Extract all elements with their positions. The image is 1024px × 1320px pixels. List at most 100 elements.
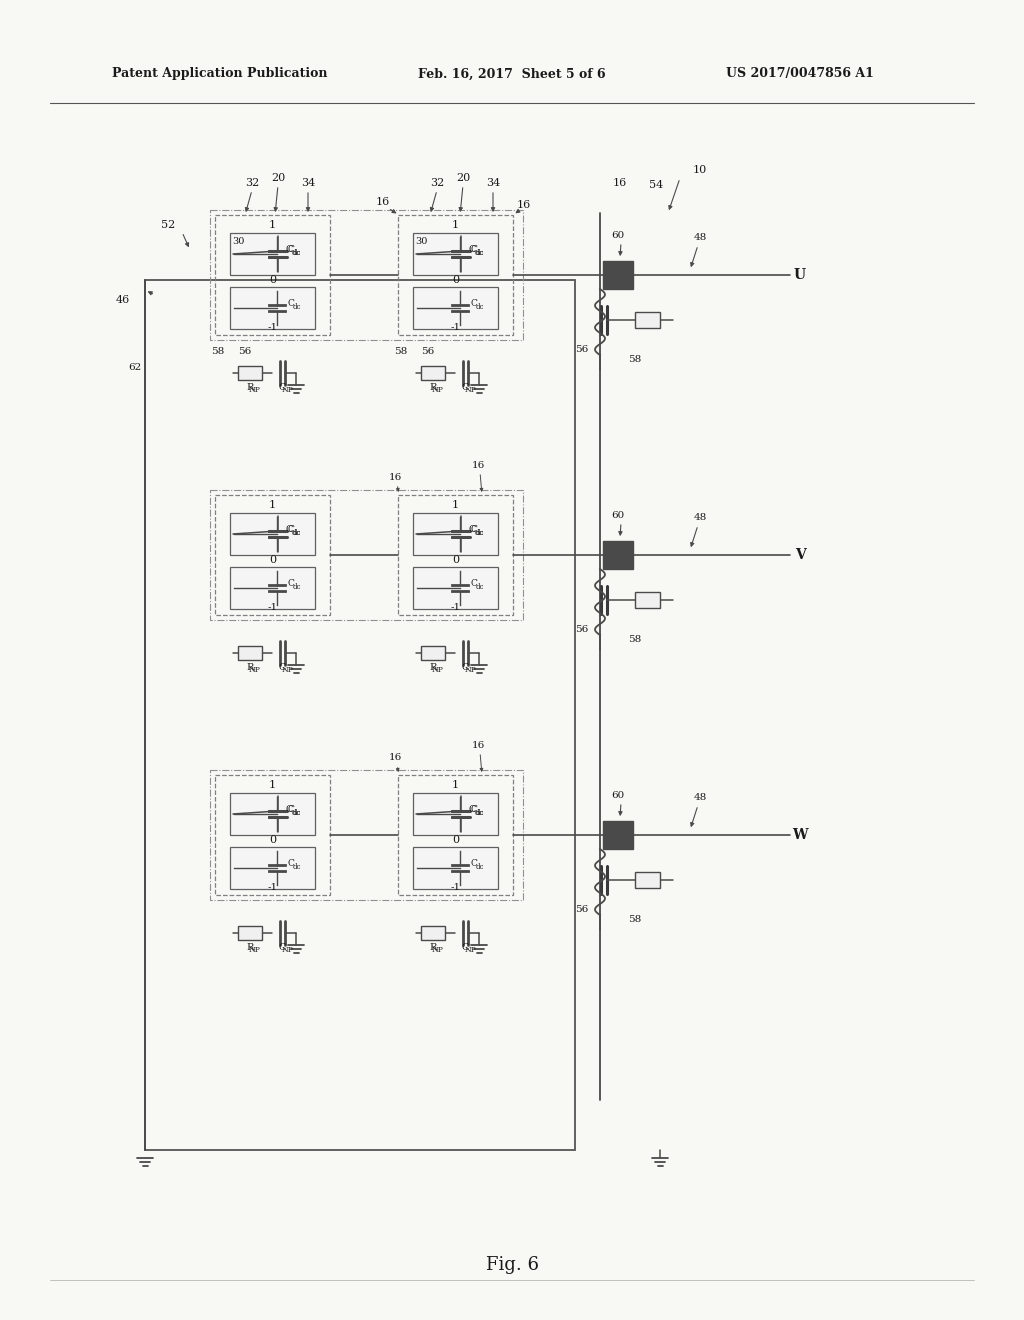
Text: R: R <box>429 663 436 672</box>
Text: 60: 60 <box>611 511 625 520</box>
Text: dc: dc <box>293 863 301 871</box>
Bar <box>413 286 498 329</box>
Text: NP: NP <box>249 946 261 954</box>
Text: 0: 0 <box>269 836 276 845</box>
Text: dc: dc <box>292 809 301 817</box>
Text: Feb. 16, 2017  Sheet 5 of 6: Feb. 16, 2017 Sheet 5 of 6 <box>418 67 606 81</box>
Text: NP: NP <box>249 385 261 393</box>
Text: -1: -1 <box>451 602 461 611</box>
Text: dc: dc <box>475 583 484 591</box>
Bar <box>230 234 315 275</box>
Text: 30: 30 <box>415 238 427 247</box>
Text: C: C <box>288 804 294 813</box>
Text: 56: 56 <box>575 626 589 635</box>
Bar <box>215 215 330 335</box>
Text: US 2017/0047856 A1: US 2017/0047856 A1 <box>726 67 873 81</box>
Text: U: U <box>794 268 806 282</box>
Bar <box>230 513 315 554</box>
Text: dc: dc <box>292 529 301 537</box>
Text: dc: dc <box>475 304 484 312</box>
Text: 48: 48 <box>693 792 707 801</box>
Text: dc: dc <box>475 863 484 871</box>
Bar <box>398 775 513 895</box>
Bar <box>421 927 445 940</box>
Text: NP: NP <box>432 385 444 393</box>
Text: 10: 10 <box>693 165 708 176</box>
Text: NP: NP <box>249 667 261 675</box>
Text: 56: 56 <box>239 346 252 355</box>
Text: 32: 32 <box>245 178 259 187</box>
Text: dc: dc <box>293 583 301 591</box>
Bar <box>421 645 445 660</box>
Text: R: R <box>247 383 254 392</box>
Text: NP: NP <box>465 667 477 675</box>
Bar <box>413 568 498 609</box>
Text: 20: 20 <box>456 173 470 183</box>
Bar <box>413 513 498 554</box>
Text: dc: dc <box>475 249 484 257</box>
Text: C: C <box>462 942 469 952</box>
Bar <box>230 568 315 609</box>
Text: Patent Application Publication: Patent Application Publication <box>113 67 328 81</box>
Text: 34: 34 <box>485 178 500 187</box>
Text: dc: dc <box>293 249 301 257</box>
Text: 16: 16 <box>471 741 484 750</box>
Text: C: C <box>288 524 294 533</box>
Text: 58: 58 <box>394 346 408 355</box>
Text: -1: -1 <box>267 602 278 611</box>
Bar <box>215 495 330 615</box>
Text: 0: 0 <box>452 554 459 565</box>
Text: -1: -1 <box>451 883 461 891</box>
Bar <box>210 770 523 900</box>
Text: 34: 34 <box>301 178 315 187</box>
Bar <box>230 286 315 329</box>
Text: C: C <box>469 804 476 813</box>
Text: dc: dc <box>475 249 484 257</box>
Text: 60: 60 <box>611 231 625 239</box>
Bar <box>635 591 660 609</box>
Text: dc: dc <box>293 304 301 312</box>
Text: NP: NP <box>282 946 294 954</box>
Text: dc: dc <box>475 809 484 817</box>
Text: 48: 48 <box>693 232 707 242</box>
Text: 58: 58 <box>211 346 224 355</box>
Text: C: C <box>286 244 293 253</box>
Text: C: C <box>279 663 286 672</box>
Text: 16: 16 <box>517 201 531 210</box>
Text: 30: 30 <box>231 238 244 247</box>
Text: 52: 52 <box>161 220 175 230</box>
Text: C: C <box>288 578 294 587</box>
Text: 1: 1 <box>269 220 276 230</box>
Text: 54: 54 <box>649 180 664 190</box>
Text: C: C <box>470 244 477 253</box>
Text: C: C <box>470 524 477 533</box>
Text: V: V <box>795 548 805 562</box>
Bar <box>603 261 633 289</box>
Bar <box>398 215 513 335</box>
Text: 16: 16 <box>471 461 484 470</box>
Text: 0: 0 <box>269 554 276 565</box>
Text: 62: 62 <box>128 363 141 372</box>
Text: NP: NP <box>432 946 444 954</box>
Text: C: C <box>288 244 294 253</box>
Bar <box>635 312 660 327</box>
Text: dc: dc <box>475 809 484 817</box>
Bar <box>413 847 498 888</box>
Text: 46: 46 <box>116 294 130 305</box>
Text: 0: 0 <box>452 275 459 285</box>
Text: 48: 48 <box>693 512 707 521</box>
Text: 58: 58 <box>629 355 642 364</box>
Bar <box>210 490 523 620</box>
Text: -1: -1 <box>451 322 461 331</box>
Text: 20: 20 <box>271 173 285 183</box>
Text: C: C <box>469 524 476 533</box>
Text: dc: dc <box>293 809 301 817</box>
Text: C: C <box>286 524 293 533</box>
Text: C: C <box>288 298 294 308</box>
Bar <box>238 927 262 940</box>
Text: 1: 1 <box>269 500 276 510</box>
Text: dc: dc <box>475 529 484 537</box>
Text: W: W <box>793 828 808 842</box>
Text: NP: NP <box>282 385 294 393</box>
Text: C: C <box>279 383 286 392</box>
